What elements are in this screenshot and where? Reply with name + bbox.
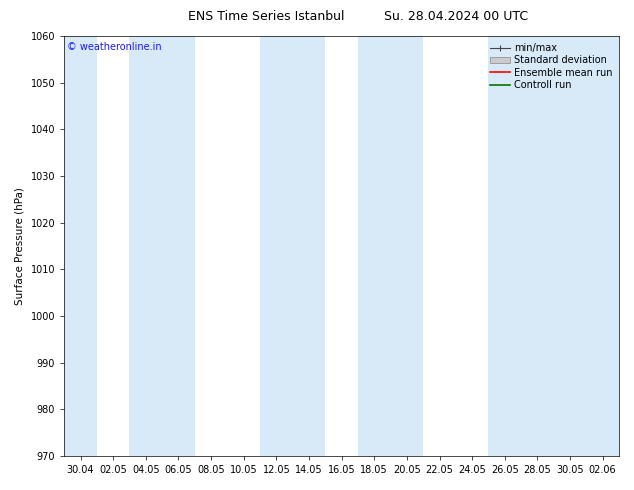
Legend: min/max, Standard deviation, Ensemble mean run, Controll run: min/max, Standard deviation, Ensemble me… [488, 41, 614, 92]
Y-axis label: Surface Pressure (hPa): Surface Pressure (hPa) [15, 187, 25, 305]
Bar [358, 36, 391, 456]
Bar [553, 36, 586, 456]
Bar [129, 36, 162, 456]
Text: ENS Time Series Istanbul: ENS Time Series Istanbul [188, 10, 344, 23]
Bar [260, 36, 293, 456]
Bar [64, 36, 97, 456]
Text: Su. 28.04.2024 00 UTC: Su. 28.04.2024 00 UTC [384, 10, 529, 23]
Text: © weatheronline.in: © weatheronline.in [67, 43, 162, 52]
Bar [391, 36, 423, 456]
Bar [586, 36, 619, 456]
Bar [521, 36, 553, 456]
Bar [488, 36, 521, 456]
Bar [162, 36, 195, 456]
Bar [293, 36, 325, 456]
